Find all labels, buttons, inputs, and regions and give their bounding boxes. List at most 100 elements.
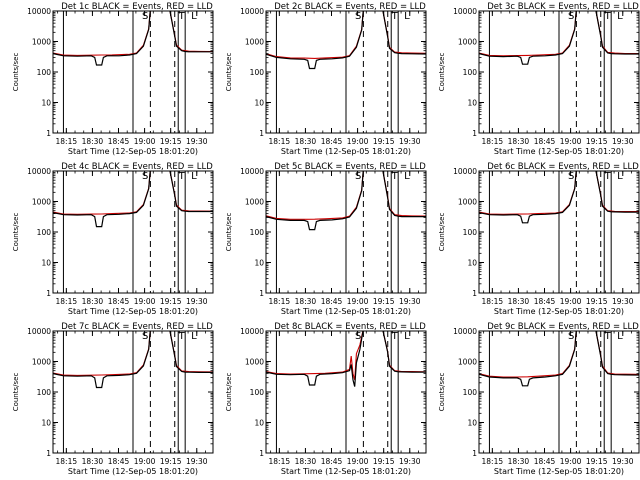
y-tick-label: 1	[259, 289, 264, 298]
x-tick-label: 18:45	[108, 457, 130, 466]
y-tick-label: 10	[467, 99, 477, 108]
y-axis-label: Counts/sec	[438, 213, 446, 252]
panel-title: Det 2c BLACK = Events, RED = LLD	[274, 2, 426, 12]
annotation-label: S	[142, 331, 148, 342]
y-tick-label: 100	[463, 68, 478, 77]
y-axis-label: Counts/sec	[225, 213, 233, 252]
y-tick-label: 10	[41, 419, 51, 428]
y-tick-label: 1	[46, 289, 51, 298]
panel-title: Det 6c BLACK = Events, RED = LLD	[487, 162, 639, 172]
y-tick-label: 10000	[240, 7, 264, 16]
y-tick-label: 10	[467, 419, 477, 428]
annotation-label: T	[178, 171, 186, 182]
annotation-label: T	[178, 331, 186, 342]
y-tick-label: 1	[46, 449, 51, 458]
x-axis-label: Start Time (12-Sep-05 18:01:20)	[68, 147, 198, 156]
x-tick-label: 18:15	[56, 457, 78, 466]
panel-title: Det 3c BLACK = Events, RED = LLD	[487, 2, 639, 12]
x-tick-label: 19:00	[347, 297, 369, 306]
x-tick-label: 19:30	[399, 137, 421, 146]
x-axis-label: Start Time (12-Sep-05 18:01:20)	[494, 147, 624, 156]
x-tick-label: 19:30	[399, 457, 421, 466]
annotation-label: L	[191, 331, 197, 342]
annotation-label: L	[404, 331, 410, 342]
x-tick-label: 19:00	[347, 457, 369, 466]
series-events-line	[266, 171, 426, 231]
y-axis-label: Counts/sec	[12, 213, 20, 252]
x-tick-label: 18:30	[82, 137, 104, 146]
annotation-label: S	[142, 11, 148, 22]
y-tick-label: 1000	[32, 198, 51, 207]
x-tick-label: 18:30	[295, 457, 317, 466]
x-tick-label: 18:45	[534, 297, 556, 306]
panel-title: Det 9c BLACK = Events, RED = LLD	[487, 322, 639, 332]
y-tick-label: 10000	[453, 7, 477, 16]
y-tick-label: 1000	[32, 38, 51, 47]
x-tick-label: 19:15	[373, 457, 395, 466]
x-tick-label: 18:30	[295, 297, 317, 306]
x-axis-label: Start Time (12-Sep-05 18:01:20)	[281, 467, 411, 476]
x-tick-label: 18:30	[82, 457, 104, 466]
x-axis-label: Start Time (12-Sep-05 18:01:20)	[68, 307, 198, 316]
y-tick-label: 1000	[458, 358, 477, 367]
annotation-label: L	[404, 171, 410, 182]
y-axis-label: Counts/sec	[12, 53, 20, 92]
series-events-line	[266, 331, 426, 387]
annotation-label: S	[568, 11, 574, 22]
y-tick-label: 100	[250, 388, 265, 397]
x-tick-label: 19:30	[186, 297, 208, 306]
y-tick-label: 100	[250, 68, 265, 77]
y-tick-label: 1000	[245, 358, 264, 367]
annotation-label: S	[142, 171, 148, 182]
series-events-line	[479, 171, 639, 224]
panel-title: Det 1c BLACK = Events, RED = LLD	[61, 2, 213, 12]
x-tick-label: 18:45	[321, 137, 343, 146]
x-tick-label: 18:15	[56, 297, 78, 306]
x-tick-label: 19:15	[373, 297, 395, 306]
x-tick-label: 19:00	[560, 297, 582, 306]
x-tick-label: 19:30	[399, 297, 421, 306]
y-tick-label: 1	[46, 129, 51, 138]
y-tick-label: 1000	[458, 38, 477, 47]
y-tick-label: 100	[37, 228, 52, 237]
annotation-label: L	[617, 331, 623, 342]
annotation-label: S	[568, 331, 574, 342]
y-tick-label: 10	[254, 99, 264, 108]
x-axis-label: Start Time (12-Sep-05 18:01:20)	[281, 147, 411, 156]
series-events-line	[479, 331, 639, 387]
annotation-label: T	[178, 11, 186, 22]
y-tick-label: 1000	[245, 38, 264, 47]
x-tick-label: 19:30	[186, 457, 208, 466]
x-axis-label: Start Time (12-Sep-05 18:01:20)	[494, 307, 624, 316]
series-events-line	[266, 11, 426, 70]
annotation-label: L	[191, 11, 197, 22]
annotation-label: L	[404, 11, 410, 22]
y-tick-label: 1	[472, 129, 477, 138]
y-axis-label: Counts/sec	[438, 53, 446, 92]
x-tick-label: 18:30	[508, 297, 530, 306]
y-tick-label: 10000	[453, 167, 477, 176]
y-tick-label: 1	[259, 129, 264, 138]
y-axis-label: Counts/sec	[225, 53, 233, 92]
x-tick-label: 19:15	[160, 457, 182, 466]
x-tick-label: 18:30	[82, 297, 104, 306]
y-tick-label: 1000	[245, 198, 264, 207]
panel-title: Det 7c BLACK = Events, RED = LLD	[61, 322, 213, 332]
x-tick-label: 19:00	[347, 137, 369, 146]
x-tick-label: 18:45	[321, 297, 343, 306]
x-axis-label: Start Time (12-Sep-05 18:01:20)	[494, 467, 624, 476]
series-events-line	[53, 331, 213, 389]
series-lld-line	[266, 331, 426, 381]
y-tick-label: 100	[37, 388, 52, 397]
y-tick-label: 10000	[27, 7, 51, 16]
x-tick-label: 18:15	[269, 137, 291, 146]
x-tick-label: 18:15	[482, 297, 504, 306]
y-tick-label: 10	[254, 419, 264, 428]
